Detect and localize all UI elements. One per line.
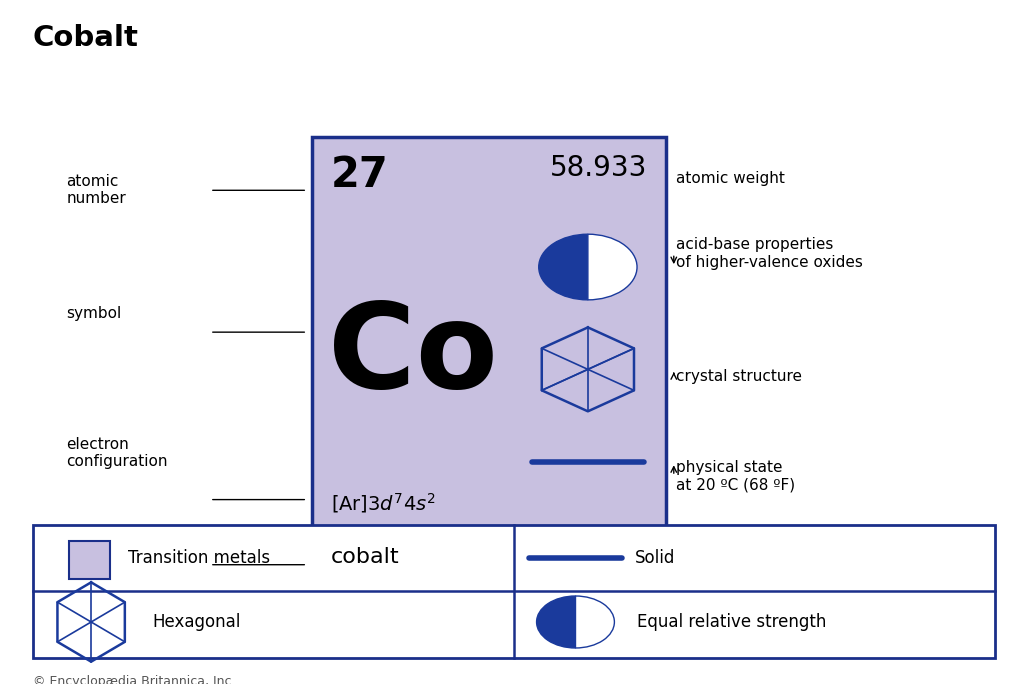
Text: Hexagonal: Hexagonal xyxy=(153,613,241,631)
Text: atomic weight: atomic weight xyxy=(676,171,784,186)
Text: electron
configuration: electron configuration xyxy=(67,437,168,469)
Text: © Encyclopædia Britannica, Inc.: © Encyclopædia Britannica, Inc. xyxy=(33,675,236,684)
Bar xyxy=(69,542,110,579)
Bar xyxy=(33,525,995,658)
Text: Cobalt: Cobalt xyxy=(33,24,138,51)
Text: 58.933: 58.933 xyxy=(550,154,647,182)
Text: $\mathregular{[Ar]3}d^{\mathregular{7}}\mathregular{4}s^{\mathregular{2}}$: $\mathregular{[Ar]3}d^{\mathregular{7}}\… xyxy=(331,491,435,514)
Wedge shape xyxy=(575,596,614,648)
Text: physical state
at 20 ºC (68 ºF): physical state at 20 ºC (68 ºF) xyxy=(676,460,795,492)
Text: 27: 27 xyxy=(331,154,389,196)
Text: Co: Co xyxy=(328,298,498,413)
Text: cobalt: cobalt xyxy=(331,547,399,568)
Text: symbol: symbol xyxy=(67,306,122,321)
Text: atomic
number: atomic number xyxy=(67,174,126,207)
Bar xyxy=(312,137,666,602)
Text: Equal relative strength: Equal relative strength xyxy=(637,613,826,631)
Text: crystal structure: crystal structure xyxy=(676,369,802,384)
Text: acid-base properties
of higher-valence oxides: acid-base properties of higher-valence o… xyxy=(676,237,862,269)
Wedge shape xyxy=(588,234,637,300)
Wedge shape xyxy=(539,234,588,300)
Wedge shape xyxy=(537,596,575,648)
Text: Solid: Solid xyxy=(635,549,675,568)
Text: name: name xyxy=(67,546,110,561)
Text: Transition metals: Transition metals xyxy=(128,549,270,568)
